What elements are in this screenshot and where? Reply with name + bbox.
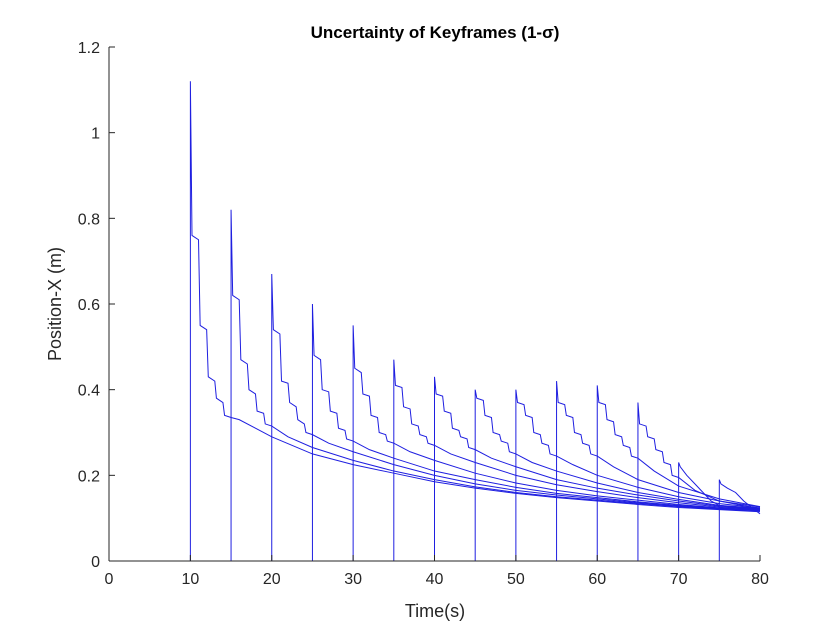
x-ticks: 0 10 20 30 40 50 60 70 80 — [105, 555, 769, 588]
y-tick-label: 0.4 — [78, 383, 100, 400]
series-line-10 — [109, 381, 761, 562]
x-tick-label: 80 — [751, 571, 769, 588]
series-line-14 — [109, 479, 761, 562]
series-line-6 — [109, 359, 761, 562]
series-line-1 — [109, 81, 761, 562]
series-line-8 — [109, 389, 761, 562]
series-line-7 — [109, 376, 761, 562]
chart-title: Uncertainty of Keyframes (1-σ) — [311, 23, 560, 42]
x-tick-label: 50 — [507, 571, 525, 588]
y-tick-label: 1 — [91, 126, 100, 143]
series-group — [109, 81, 761, 562]
x-tick-label: 10 — [181, 571, 199, 588]
series-line-2 — [109, 209, 761, 562]
y-tick-label: 0 — [91, 554, 100, 571]
series-line-13 — [109, 462, 761, 562]
x-tick-label: 0 — [105, 571, 114, 588]
x-tick-label: 30 — [344, 571, 362, 588]
y-ticks: 0 0.2 0.4 0.6 0.8 1 1.2 — [78, 40, 115, 571]
y-tick-label: 0.6 — [78, 297, 100, 314]
series-line-12 — [109, 402, 761, 562]
y-tick-label: 1.2 — [78, 40, 100, 57]
y-axis-label: Position-X (m) — [45, 247, 65, 361]
y-tick-label: 0.2 — [78, 468, 100, 485]
series-line-4 — [109, 303, 761, 562]
x-tick-label: 70 — [670, 571, 688, 588]
x-tick-label: 60 — [588, 571, 606, 588]
x-tick-label: 20 — [263, 571, 281, 588]
y-tick-label: 0.8 — [78, 211, 100, 228]
series-line-5 — [109, 325, 761, 562]
series-line-11 — [109, 385, 761, 562]
x-tick-label: 40 — [426, 571, 444, 588]
x-axis-label: Time(s) — [405, 601, 465, 621]
